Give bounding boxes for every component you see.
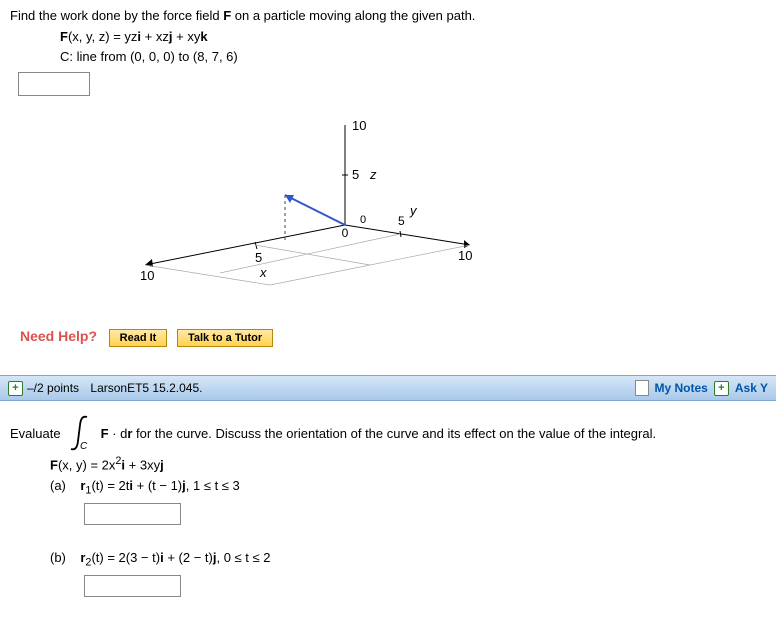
svg-text:5: 5 xyxy=(398,214,405,228)
ask-link[interactable]: Ask Y xyxy=(735,381,768,395)
q1-pre: Find the work done by the force field xyxy=(10,8,223,23)
need-help-label: Need Help? xyxy=(20,328,97,344)
q2b-answer-input[interactable] xyxy=(84,575,181,597)
q1-post: on a particle moving along the given pat… xyxy=(231,8,475,23)
q1-force: F(x, y, z) = yzi + xzj + xyk C: line fro… xyxy=(60,27,766,66)
svg-text:x: x xyxy=(259,265,267,280)
question-1: Find the work done by the force field F … xyxy=(0,0,776,375)
svg-text:5: 5 xyxy=(255,250,262,265)
integral-icon: C xyxy=(67,415,95,451)
q1-force-F: F xyxy=(60,29,68,44)
q2-integrand: F · dr for the curve. Discuss the orient… xyxy=(101,426,656,441)
q1-prompt: Find the work done by the force field F … xyxy=(10,8,766,23)
my-notes-link[interactable]: My Notes xyxy=(655,381,708,395)
q1-force-args: (x, y, z) = yz xyxy=(68,29,137,44)
read-it-button[interactable]: Read It xyxy=(109,329,168,347)
expand-icon[interactable]: + xyxy=(8,381,23,396)
q1-answer-input[interactable] xyxy=(18,72,90,96)
graph-svg: 10 5 z 0 0 5 y 10 5 x 10 xyxy=(70,115,530,315)
q2-prompt: Evaluate C F · dr for the curve. Discuss… xyxy=(0,401,776,455)
q1-graph: 10 5 z 0 0 5 y 10 5 x 10 xyxy=(70,115,766,318)
talk-tutor-button[interactable]: Talk to a Tutor xyxy=(177,329,273,347)
section-left: + –/2 points LarsonET5 15.2.045. xyxy=(8,381,202,396)
svg-text:C: C xyxy=(80,441,88,451)
q2-part-a: (a) r1(t) = 2ti + (t − 1)j, 1 ≤ t ≤ 3 xyxy=(50,478,776,497)
svg-text:y: y xyxy=(409,203,418,218)
ref-text: LarsonET5 15.2.045. xyxy=(90,381,202,395)
q1-path: C: line from (0, 0, 0) to (8, 7, 6) xyxy=(60,49,238,64)
section-right: My Notes + Ask Y xyxy=(635,380,768,396)
q2-force: F(x, y) = 2x2i + 3xyj xyxy=(50,455,776,472)
svg-text:0: 0 xyxy=(360,214,366,226)
svg-text:z: z xyxy=(369,167,377,182)
svg-text:10: 10 xyxy=(140,268,154,283)
notes-icon[interactable] xyxy=(635,380,649,396)
svg-text:0: 0 xyxy=(342,226,349,240)
svg-text:10: 10 xyxy=(458,248,472,263)
q2-details: F(x, y) = 2x2i + 3xyj (a) r1(t) = 2ti + … xyxy=(50,455,776,610)
need-help-row: Need Help? Read It Talk to a Tutor xyxy=(20,328,766,347)
q1-F: F xyxy=(223,8,231,23)
q2-eval: Evaluate xyxy=(10,426,61,441)
section-bar: + –/2 points LarsonET5 15.2.045. My Note… xyxy=(0,375,776,401)
q2a-answer-input[interactable] xyxy=(84,503,181,525)
q1-k: k xyxy=(200,29,207,44)
svg-text:5: 5 xyxy=(352,167,359,182)
points-text: –/2 points xyxy=(27,381,79,395)
ask-expand-icon[interactable]: + xyxy=(714,381,729,396)
svg-text:10: 10 xyxy=(352,118,366,133)
q2-part-b: (b) r2(t) = 2(3 − t)i + (2 − t)j, 0 ≤ t … xyxy=(50,550,776,569)
